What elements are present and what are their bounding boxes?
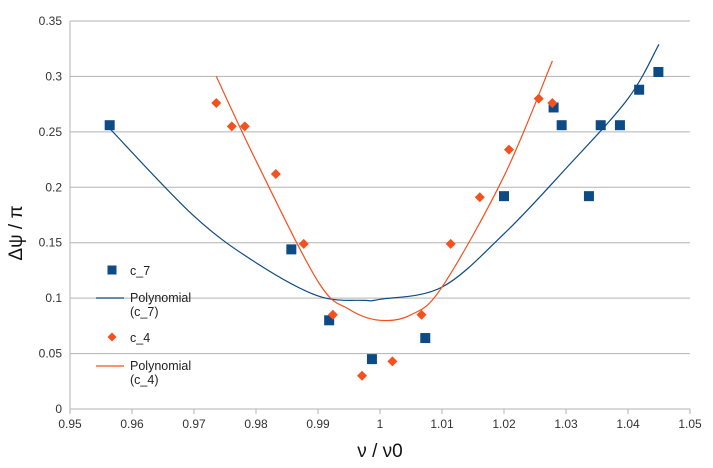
data-point-c_7 xyxy=(653,66,664,77)
legend-label: Polynomial xyxy=(130,291,191,305)
x-tick-label: 1 xyxy=(377,417,384,431)
legend-label: (c_7) xyxy=(130,305,158,319)
x-tick-label: 1.02 xyxy=(492,417,516,431)
legend-label: c_7 xyxy=(130,264,150,278)
data-point-c_7 xyxy=(595,120,606,131)
x-axis-title: ν / ν0 xyxy=(357,441,402,462)
trendline-1 xyxy=(109,44,660,302)
data-point-c_4 xyxy=(270,168,281,179)
data-point-c_7 xyxy=(104,120,115,131)
data-point-c_7 xyxy=(634,84,645,95)
x-axis-ticks: 0.95 0.96 0.97 0.98 0.99 1 1.01 1.02 1.03 1.04 1.0… xyxy=(58,409,702,431)
data-point-c_7 xyxy=(366,354,377,365)
data-point-c_7 xyxy=(324,315,335,326)
data-point-c_4 xyxy=(416,309,427,320)
data-point-c_4 xyxy=(211,98,222,109)
data-point-c_4 xyxy=(533,93,544,104)
data-point-c_4 xyxy=(226,121,237,132)
data-point-c_4 xyxy=(298,238,309,249)
legend-label: c_4 xyxy=(130,331,150,345)
y-axis-title: Δψ / π xyxy=(6,205,27,260)
y-tick-label: 0.2 xyxy=(45,180,62,194)
y-tick-label: 0.35 xyxy=(39,14,63,28)
y-tick-label: 0.05 xyxy=(39,347,63,361)
data-point-c_7 xyxy=(548,102,559,113)
y-tick-label: 0.25 xyxy=(39,125,63,139)
x-tick-label: 0.96 xyxy=(120,417,144,431)
data-point-c_4 xyxy=(503,144,514,155)
y-tick-label: 0.3 xyxy=(45,69,62,83)
legend-marker-c_4 xyxy=(107,332,117,342)
data-point-c_7 xyxy=(583,191,594,202)
data-point-c_7 xyxy=(499,191,509,202)
data-point-c_4 xyxy=(327,309,338,320)
y-tick-label: 0.1 xyxy=(45,291,62,305)
data-point-c_7 xyxy=(286,244,297,255)
x-tick-label: 1.05 xyxy=(678,417,702,431)
legend-marker-c_7 xyxy=(107,265,117,275)
gridlines xyxy=(70,20,690,355)
trendline-3 xyxy=(215,60,553,322)
legend-label: Polynomial xyxy=(130,359,191,373)
x-tick-label: 0.99 xyxy=(306,417,330,431)
y-axis-ticks: 0 0.05 0.1 0.15 0.2 0.25 0.3 0.35 xyxy=(39,14,63,416)
plot-series xyxy=(104,44,664,381)
data-point-c_4 xyxy=(547,98,558,109)
x-tick-label: 1.01 xyxy=(430,417,454,431)
data-point-c_7 xyxy=(556,120,567,131)
series-c_4 xyxy=(211,93,558,381)
data-point-c_4 xyxy=(445,238,456,249)
x-tick-label: 0.98 xyxy=(244,417,268,431)
x-tick-label: 0.97 xyxy=(182,417,206,431)
legend-label: (c_4) xyxy=(130,373,158,387)
y-tick-label: 0 xyxy=(55,402,62,416)
x-tick-label: 1.03 xyxy=(554,417,578,431)
data-point-c_4 xyxy=(239,121,250,132)
series-c_7 xyxy=(104,66,664,365)
data-point-c_4 xyxy=(387,356,398,367)
y-tick-label: 0.15 xyxy=(39,236,63,250)
x-tick-label: 1.04 xyxy=(616,417,640,431)
data-point-c_7 xyxy=(420,333,431,344)
data-point-c_7 xyxy=(614,120,625,131)
x-tick-label: 0.95 xyxy=(58,417,82,431)
data-point-c_4 xyxy=(474,192,485,203)
data-point-c_4 xyxy=(357,370,368,381)
